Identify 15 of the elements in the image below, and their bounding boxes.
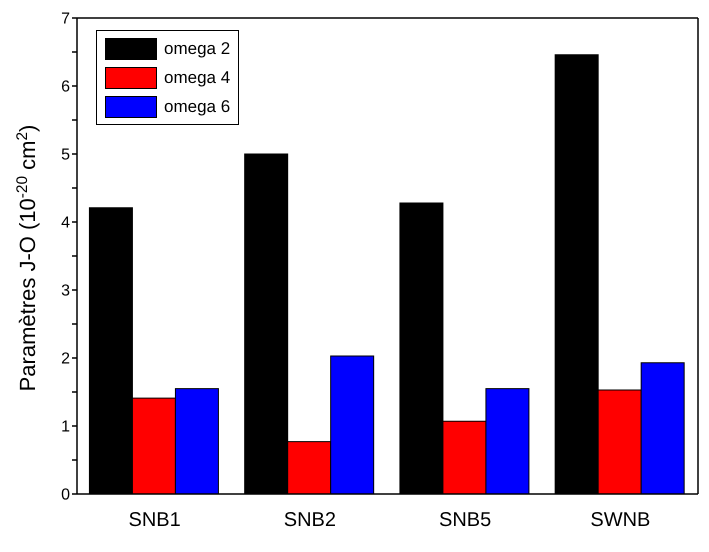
y-tick-label: 3 [61,282,70,300]
x-tick-label: SNB2 [284,509,336,532]
y-tick-label: 5 [61,146,70,164]
y-tick-label: 4 [61,214,70,232]
y-tick-label: 6 [61,78,70,96]
legend-label: omega 2 [164,38,230,58]
x-tick-label: SWNB [590,509,650,532]
y-tick-label: 7 [61,10,70,28]
y-tick-label: 2 [61,350,70,368]
x-tick-label: SNB5 [439,509,492,532]
x-tick-label: SNB1 [128,509,181,532]
legend-label: omega 6 [164,96,230,116]
legend-label: omega 4 [164,68,230,88]
y-tick-label: 0 [61,486,70,504]
y-tick-label: 1 [61,418,70,436]
